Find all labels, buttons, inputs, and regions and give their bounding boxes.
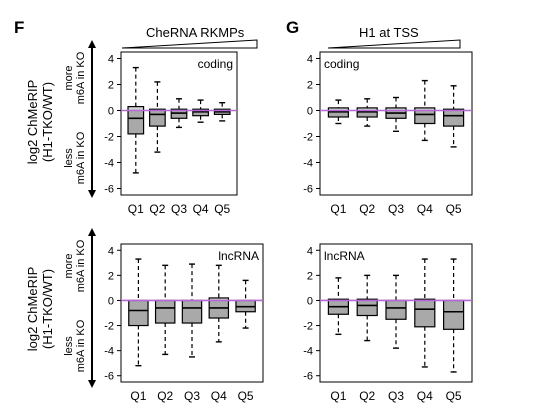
panel-f-coding-box-lower — [149, 110, 166, 127]
panel-g-lncrna-box-lower — [357, 300, 378, 316]
panel-f-coding-box — [127, 105, 145, 135]
panel-letter-f: F — [14, 18, 25, 37]
panel-g-lncrna-ytick-label: -2 — [303, 321, 313, 333]
header-wedge-left — [121, 39, 258, 49]
panel-g-lncrna-box-lower — [443, 300, 464, 330]
panel-g-coding-box — [443, 108, 465, 127]
panel-g-lncrna-xtick-label: Q3 — [388, 389, 404, 403]
panel-g-lncrna-ytick-label: 0 — [307, 295, 313, 307]
panel-g-coding-ytick-label: 2 — [307, 80, 313, 92]
panel-f-coding-xtick-label: Q3 — [171, 202, 187, 216]
panel-f-lncrna-box-lower — [182, 300, 202, 324]
panel-g-lncrna-box-lower — [414, 300, 435, 327]
panel-g-coding-box — [414, 107, 436, 125]
header-left: CheRNA RKMPs — [146, 25, 245, 40]
panel-g-coding-frame — [319, 51, 473, 196]
panel-f-lncrna-frame — [120, 243, 264, 383]
panel-g-lncrna-xtick-label: Q1 — [330, 389, 346, 403]
panel-g-lncrna-label: lncRNA — [324, 249, 365, 263]
panel-g-coding-xtick-label: Q5 — [446, 202, 462, 216]
panel-f-lncrna-xtick-label: Q4 — [211, 389, 227, 403]
panel-f-coding-xtick-label: Q2 — [149, 202, 165, 216]
header-wedge-right — [327, 39, 461, 49]
panel-g-coding-box-lower — [357, 110, 378, 117]
panel-f-lncrna-xtick-label: Q1 — [130, 389, 146, 403]
panel-f-lncrna-ytick-label: 4 — [108, 245, 114, 257]
arrow-top-head-down — [88, 190, 96, 198]
panel-g-lncrna-frame — [319, 243, 473, 383]
panel-f-lncrna-box-upper — [209, 297, 229, 301]
panel-g-lncrna-ytick-label: 2 — [307, 270, 313, 282]
panel-f-lncrna-box-lower — [155, 300, 175, 324]
panel-g-coding-label: coding — [324, 57, 359, 71]
panel-letter-g: G — [286, 18, 300, 37]
panel-f-coding-box-lower — [171, 110, 187, 119]
panel-g-coding-box-lower — [386, 110, 406, 119]
panel-g-coding-ytick-label: -2 — [303, 132, 313, 144]
panel-f-lncrna-ytick-label: 0 — [108, 295, 114, 307]
panel-f-coding-box — [149, 108, 166, 127]
arrow-bottom-head-down — [88, 380, 96, 388]
panel-g-lncrna-box-lower — [386, 300, 406, 320]
panel-f-coding-box-upper — [128, 106, 144, 111]
panel-f-coding-ytick-label: 2 — [108, 80, 114, 92]
panel-g-coding-box-upper — [328, 107, 349, 111]
panel-f-coding-ytick-label: -4 — [104, 158, 114, 170]
panel-g-coding-ytick-label: -4 — [303, 158, 313, 170]
panel-f-lncrna-label: lncRNA — [218, 249, 259, 263]
panel-g-coding-xtick-label: Q1 — [330, 202, 346, 216]
panel-g-lncrna-box — [356, 298, 378, 317]
panel-f-lncrna-ytick-label: -4 — [104, 346, 114, 358]
header-right: H1 at TSS — [359, 25, 419, 40]
panel-g-lncrna-xtick-label: Q4 — [417, 389, 433, 403]
panel-f-coding-xtick-label: Q1 — [128, 202, 144, 216]
panel-f-coding-ytick-label: 0 — [108, 106, 114, 118]
panel-f-lncrna-ytick-label: -2 — [104, 321, 114, 333]
panel-g-coding-box-upper — [357, 107, 378, 111]
panel-f-coding-xtick-label: Q4 — [193, 202, 209, 216]
panel-g-coding-box-lower — [414, 110, 435, 124]
panel-g-coding-xtick-label: Q3 — [388, 202, 404, 216]
panel-f-coding-xtick-label: Q5 — [214, 202, 230, 216]
panel-f-coding-ytick-label: -6 — [104, 184, 114, 196]
panel-g-coding-box-upper — [414, 107, 435, 111]
panel-f-coding-box-lower — [192, 110, 209, 116]
panel-g-lncrna-xtick-label: Q5 — [446, 389, 462, 403]
panel-g-lncrna-xtick-label: Q2 — [359, 389, 375, 403]
panel-f-lncrna-box-lower — [128, 300, 149, 326]
panel-g-lncrna-ytick-label: -4 — [303, 346, 313, 358]
panel-g-lncrna-ytick-label: -6 — [303, 371, 313, 383]
panel-g-coding-ytick-label: -6 — [303, 184, 313, 196]
panel-g-coding-ytick-label: 4 — [307, 54, 313, 66]
arrow-bottom-head-up — [88, 228, 96, 236]
panel-g-coding-box-lower — [328, 110, 349, 117]
panel-g-coding-box-upper — [386, 107, 406, 111]
panel-g-coding-xtick-label: Q2 — [359, 202, 375, 216]
panel-f-coding-label: coding — [198, 57, 233, 71]
panel-g-lncrna-ytick-label: 4 — [307, 245, 313, 257]
panel-f-coding-ytick-label: 4 — [108, 54, 114, 66]
panel-f-lncrna-xtick-label: Q2 — [157, 389, 173, 403]
panel-f-lncrna-xtick-label: Q5 — [238, 389, 254, 403]
panel-f-coding-frame — [120, 51, 238, 196]
panel-f-lncrna-xtick-label: Q3 — [184, 389, 200, 403]
panel-f-lncrna-ytick-label: -6 — [104, 371, 114, 383]
panel-f-coding-box-lower — [128, 110, 144, 134]
panel-g-coding-box-lower — [443, 110, 464, 127]
panel-f-lncrna-ytick-label: 2 — [108, 270, 114, 282]
panel-f-lncrna-box-lower — [209, 300, 229, 319]
arrow-top-head-up — [88, 40, 96, 48]
panel-g-coding-ytick-label: 0 — [307, 106, 313, 118]
panel-g-lncrna-box — [414, 298, 436, 328]
panel-f-coding-ytick-label: -2 — [104, 132, 114, 144]
panel-g-coding-xtick-label: Q4 — [417, 202, 433, 216]
